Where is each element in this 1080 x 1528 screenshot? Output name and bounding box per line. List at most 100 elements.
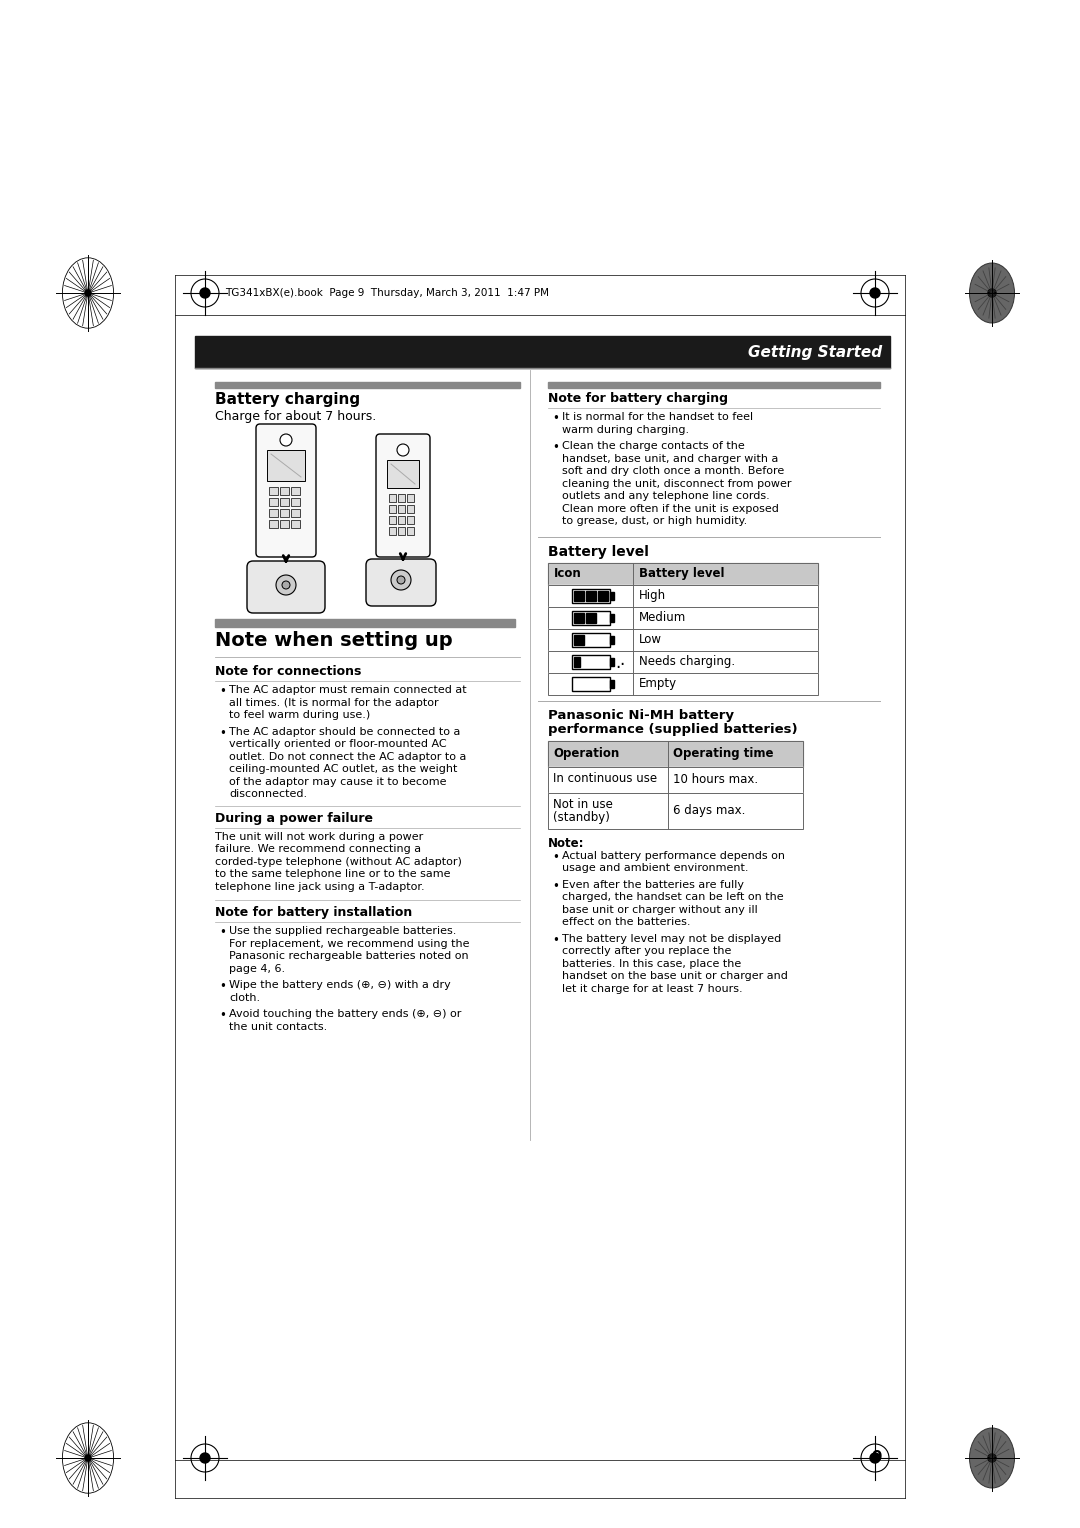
Bar [407,516,414,524]
FancyBboxPatch shape [376,434,430,558]
Text: telephone line jack using a T-adaptor.: telephone line jack using a T-adaptor. [215,882,424,891]
Text: all times. (It is normal for the adaptor: all times. (It is normal for the adaptor [229,697,438,707]
Bar [407,494,414,503]
Circle shape [988,289,996,296]
Text: outlet. Do not connect the AC adaptor to a: outlet. Do not connect the AC adaptor to… [229,752,467,761]
Bar [399,504,405,513]
Text: Operation: Operation [553,747,619,759]
Text: base unit or charger without any ill: base unit or charger without any ill [562,905,758,914]
Ellipse shape [970,1429,1014,1488]
Bar [609,614,613,622]
Bar [573,613,583,622]
Text: Low: Low [639,633,662,646]
Bar [389,494,396,503]
Bar [291,487,300,495]
Text: effect on the batteries.: effect on the batteries. [562,917,690,927]
Bar [280,520,289,529]
Text: (standby): (standby) [553,810,610,824]
Circle shape [397,445,409,455]
Circle shape [988,1455,996,1462]
Text: disconnected.: disconnected. [229,788,307,799]
Text: to feel warm during use.): to feel warm during use.) [229,711,370,720]
Text: The unit will not work during a power: The unit will not work during a power [215,831,423,842]
Text: vertically oriented or floor-mounted AC: vertically oriented or floor-mounted AC [229,740,447,749]
Text: High: High [639,588,666,602]
Text: batteries. In this case, place the: batteries. In this case, place the [562,958,741,969]
Text: In continuous use: In continuous use [553,772,657,784]
Bar [548,628,818,651]
Text: •: • [552,934,558,946]
Bar [399,516,405,524]
Text: the unit contacts.: the unit contacts. [229,1022,327,1031]
Circle shape [397,576,405,584]
Bar [597,590,607,601]
Bar [571,677,609,691]
Bar [407,504,414,513]
Text: Panasonic rechargeable batteries noted on: Panasonic rechargeable batteries noted o… [229,950,469,961]
Text: The AC adaptor should be connected to a: The AC adaptor should be connected to a [229,726,460,736]
Bar [573,590,583,601]
Text: to the same telephone line or to the same: to the same telephone line or to the sam… [215,869,450,879]
Text: Note:: Note: [548,836,584,850]
Text: Actual battery performance depends on: Actual battery performance depends on [562,851,785,860]
Circle shape [200,1453,210,1462]
Bar [548,651,818,672]
Text: •: • [219,1008,226,1022]
Bar [291,509,300,516]
Text: Empty: Empty [639,677,677,691]
Circle shape [282,581,291,588]
Text: •: • [552,880,558,892]
Text: Icon: Icon [554,567,582,581]
Bar [548,767,804,793]
Text: to grease, dust, or high humidity.: to grease, dust, or high humidity. [562,516,747,526]
Bar [548,741,804,767]
Bar [195,336,890,368]
Text: •: • [219,685,226,698]
Text: Operating time: Operating time [673,747,773,759]
Bar [548,651,818,672]
Text: •: • [219,979,226,993]
Bar [548,562,818,585]
Bar [399,527,405,535]
FancyBboxPatch shape [366,559,436,607]
Bar [571,654,609,669]
Text: Battery charging: Battery charging [215,393,360,406]
Bar [548,672,818,695]
Text: The battery level may not be displayed: The battery level may not be displayed [562,934,781,943]
Text: Even after the batteries are fully: Even after the batteries are fully [562,880,744,889]
Bar [609,657,613,666]
Circle shape [85,1455,91,1461]
Text: It is normal for the handset to feel: It is normal for the handset to feel [562,413,753,422]
Text: •: • [552,851,558,863]
Text: During a power failure: During a power failure [215,811,373,825]
Bar [548,585,818,607]
Text: .: . [616,654,621,671]
Bar [269,509,278,516]
Bar [280,498,289,506]
Text: let it charge for at least 7 hours.: let it charge for at least 7 hours. [562,984,743,993]
Bar [571,633,609,646]
FancyBboxPatch shape [247,561,325,613]
FancyBboxPatch shape [256,423,316,558]
Circle shape [200,287,210,298]
Bar [548,628,818,651]
Bar [280,509,289,516]
Bar [387,460,419,487]
Bar [548,585,818,607]
Text: Use the supplied rechargeable batteries.: Use the supplied rechargeable batteries. [229,926,457,937]
Text: charged, the handset can be left on the: charged, the handset can be left on the [562,892,784,902]
Bar [269,520,278,529]
Bar [548,607,818,628]
Text: Getting Started: Getting Started [747,344,882,359]
Text: Wipe the battery ends (⊕, ⊖) with a dry: Wipe the battery ends (⊕, ⊖) with a dry [229,979,450,990]
Text: •: • [219,726,226,740]
Bar [291,498,300,506]
Text: 9: 9 [872,1450,882,1465]
Bar [571,611,609,625]
Text: of the adaptor may cause it to become: of the adaptor may cause it to become [229,776,446,787]
Text: warm during charging.: warm during charging. [562,425,689,434]
Bar [389,504,396,513]
Text: soft and dry cloth once a month. Before: soft and dry cloth once a month. Before [562,466,784,477]
Bar [609,636,613,643]
Bar [389,516,396,524]
